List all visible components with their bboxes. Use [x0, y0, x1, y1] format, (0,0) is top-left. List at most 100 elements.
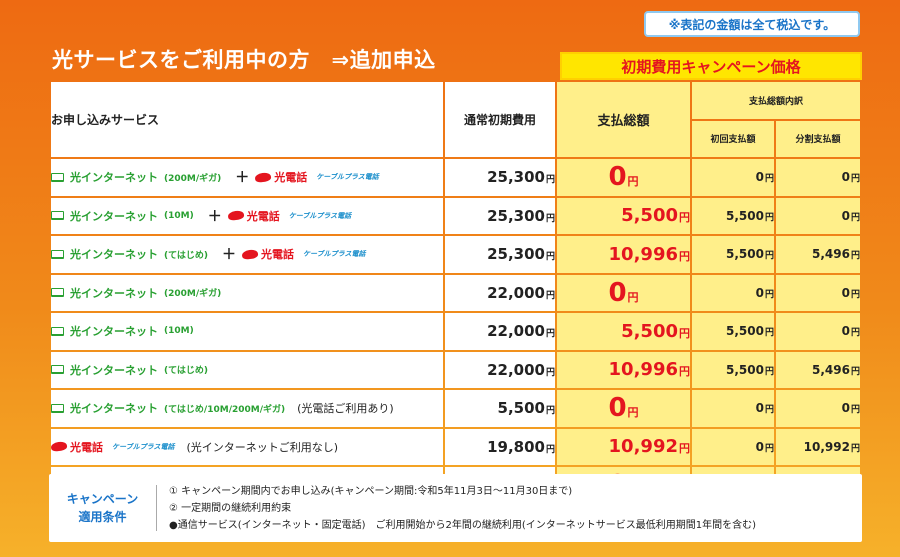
installment-cell-value: 0 — [841, 324, 850, 339]
yen-unit: 円 — [679, 249, 690, 263]
first-payment-cell: 0円 — [692, 159, 774, 196]
yen-unit: 円 — [679, 326, 690, 340]
installment-cell: 5,496円 — [776, 351, 860, 388]
condition-item: ② 一定期間の継続利用約束 — [169, 502, 292, 514]
installment-cell-value: 5,496 — [812, 362, 850, 377]
installment-cell-value: 0 — [841, 401, 850, 416]
table-row: 光インターネット (200M/ギガ) ＋光電話 ケーブルプラス電話 25,300円 0円 0… — [51, 159, 860, 196]
header-total: 支払総額 — [557, 82, 690, 157]
total-cell-value: 0 — [608, 393, 627, 424]
header-first-payment: 初回支払額 — [692, 120, 774, 157]
internet-label: 光インターネット — [70, 286, 158, 300]
normal-fee-cell-value: 25,300 — [487, 206, 545, 225]
first-payment-cell: 5,500円 — [692, 197, 774, 234]
plus-sign: ＋ — [222, 247, 237, 264]
laptop-icon — [51, 365, 64, 375]
phone-label: 光電話 — [70, 440, 103, 454]
hikari-phone-logo: 光電話 — [51, 439, 103, 455]
yen-unit: 円 — [764, 443, 774, 454]
yen-unit: 円 — [545, 213, 555, 224]
table-row: 光インターネット (10M) ＋光電話 ケーブルプラス電話 25,300円 5,500円 5… — [51, 197, 860, 234]
yen-unit: 円 — [627, 290, 639, 304]
laptop-icon — [51, 288, 64, 298]
yen-unit: 円 — [679, 365, 690, 379]
speed-suffix: (てはじめ/10M/200M/ギガ) — [164, 404, 286, 415]
yen-unit: 円 — [764, 328, 774, 339]
laptop-icon — [51, 326, 64, 336]
service-cell: 光インターネット (10M) — [51, 313, 443, 350]
total-cell: 10,992円 — [557, 428, 690, 465]
table-row: 光電話 ケーブルプラス電話 (光インターネットご利用なし) 19,800円 10,992… — [51, 428, 860, 465]
normal-fee-cell: 5,500円 — [445, 390, 555, 427]
total-cell: 5,500円 — [557, 197, 690, 234]
yen-unit: 円 — [764, 212, 774, 223]
installment-cell: 0円 — [776, 274, 860, 311]
yen-unit: 円 — [679, 211, 690, 225]
total-cell: 10,996円 — [557, 351, 690, 388]
cable-plus-logo: ケーブルプラス電話 — [288, 211, 352, 220]
installment-cell: 0円 — [776, 390, 860, 427]
yen-unit: 円 — [850, 405, 860, 416]
campaign-banner: 初期費用キャンペーン価格 — [560, 52, 862, 80]
yen-unit: 円 — [545, 329, 555, 340]
condition-item: ●通信サービス(インターネット・固定電話) ご利用開始から2年間の継続利用(イン… — [169, 519, 757, 531]
internet-label: 光インターネット — [70, 171, 158, 185]
first-payment-cell: 5,500円 — [692, 313, 774, 350]
total-cell: 0円 — [557, 159, 690, 196]
normal-fee-cell-value: 22,000 — [487, 283, 545, 302]
first-payment-cell: 0円 — [692, 390, 774, 427]
internet-label: 光インターネット — [70, 325, 158, 339]
phone-logo-icon — [241, 248, 259, 260]
yen-unit: 円 — [764, 251, 774, 262]
service-cell: 光インターネット (200M/ギガ) ＋ 光電話 ケーブルプラス電話 — [51, 159, 443, 196]
normal-fee-cell-value: 25,300 — [487, 168, 545, 187]
speed-suffix: (てはじめ) — [164, 250, 209, 261]
first-payment-cell-value: 0 — [755, 170, 764, 185]
yen-unit: 円 — [545, 444, 555, 455]
table-row: 光インターネット (てはじめ) 22,000円 10,996円 5,500円 5,496円 — [51, 351, 860, 388]
internet-label: 光インターネット — [70, 248, 158, 262]
tax-note: ※表記の金額は全て税込です。 — [644, 11, 860, 37]
cable-plus-logo: ケーブルプラス電話 — [316, 173, 379, 182]
first-payment-cell: 5,500円 — [692, 351, 774, 388]
normal-fee-cell: 19,800円 — [445, 428, 555, 465]
internet-label: 光インターネット — [70, 209, 158, 223]
yen-unit: 円 — [764, 174, 774, 185]
installment-cell: 5,496円 — [776, 236, 860, 273]
installment-cell-value: 5,496 — [812, 247, 850, 262]
cable-plus-logo: ケーブルプラス電話 — [303, 250, 366, 259]
installment-cell: 0円 — [776, 159, 860, 196]
yen-unit: 円 — [764, 289, 774, 300]
normal-fee-cell-value: 22,000 — [487, 322, 545, 341]
first-payment-cell-value: 5,500 — [726, 208, 764, 223]
speed-suffix: (200M/ギガ) — [164, 173, 222, 184]
total-cell-value: 10,992 — [608, 436, 678, 458]
yen-unit: 円 — [850, 366, 860, 377]
total-cell: 10,996円 — [557, 236, 690, 273]
yen-unit: 円 — [850, 212, 860, 223]
first-payment-cell-value: 5,500 — [726, 324, 764, 339]
campaign-conditions: キャンペーン 適用条件 ① キャンペーン期間内でお申し込み(キャンペーン期間:令… — [49, 474, 862, 542]
pricing-rows: 光インターネット (200M/ギガ) ＋光電話 ケーブルプラス電話 25,300円 0円 0… — [51, 159, 860, 504]
conditions-title: キャンペーン 適用条件 — [49, 485, 157, 531]
yen-unit: 円 — [545, 290, 555, 301]
first-payment-cell: 5,500円 — [692, 236, 774, 273]
normal-fee-cell: 25,300円 — [445, 236, 555, 273]
table-row: 光インターネット (てはじめ/10M/200M/ギガ) (光電話ご利用あり) 5,50… — [51, 390, 860, 427]
service-cell: 光インターネット (てはじめ) — [51, 351, 443, 388]
service-cell: 光インターネット (てはじめ) ＋ 光電話 ケーブルプラス電話 — [51, 236, 443, 273]
service-cell: 光インターネット (10M) ＋ 光電話 ケーブルプラス電話 — [51, 197, 443, 234]
yen-unit: 円 — [850, 251, 860, 262]
yen-unit: 円 — [627, 175, 639, 189]
header-normal-fee: 通常初期費用 — [445, 82, 555, 157]
normal-fee-cell: 22,000円 — [445, 274, 555, 311]
total-cell-value: 10,996 — [608, 243, 678, 265]
phone-label: 光電話 — [274, 171, 308, 185]
plus-sign: ＋ — [207, 208, 222, 225]
normal-fee-cell-value: 19,800 — [487, 437, 545, 456]
cable-plus-logo: ケーブルプラス電話 — [112, 442, 175, 451]
first-payment-cell-value: 5,500 — [726, 247, 764, 262]
first-payment-cell-value: 0 — [755, 285, 764, 300]
header-service: お申し込みサービス — [51, 82, 443, 157]
yen-unit: 円 — [679, 442, 690, 456]
